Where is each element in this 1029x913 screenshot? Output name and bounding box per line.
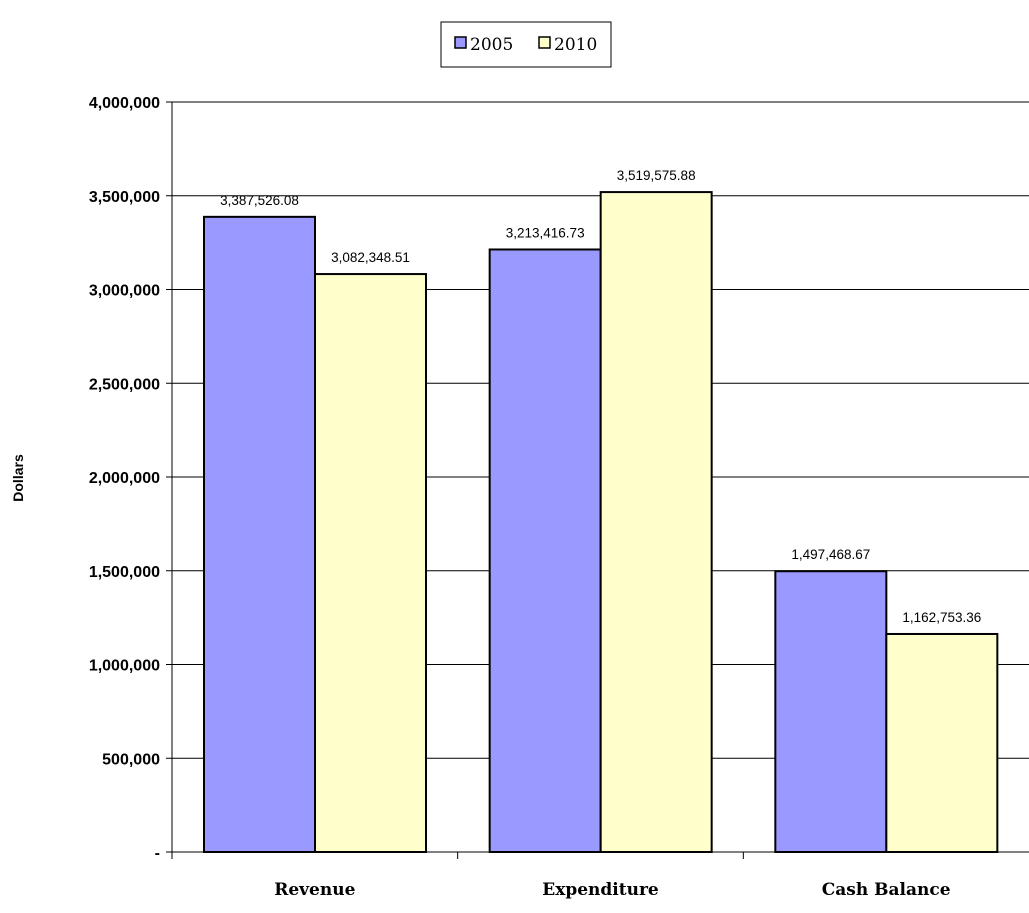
- axes: [166, 101, 1029, 859]
- y-tick-labels: - 500,000 1,000,000 1,500,000 2,000,000 2,500…: [89, 95, 160, 862]
- bar: [203, 215, 316, 853]
- x-tick-labels: Revenue Expenditure Cash Balance: [274, 880, 950, 900]
- y-tick-label: 1,500,000: [89, 564, 160, 581]
- legend-label: 2010: [554, 35, 597, 55]
- bars: [203, 191, 999, 854]
- bar: [885, 632, 999, 854]
- y-tick-label: 4,000,000: [89, 95, 160, 112]
- legend-box: [440, 21, 612, 68]
- bar: [774, 570, 888, 853]
- x-tick-label: Expenditure: [542, 880, 659, 900]
- data-label: 3,082,348.51: [331, 250, 410, 265]
- data-label: 3,213,416.73: [506, 225, 585, 240]
- x-tick-label: Revenue: [274, 880, 355, 900]
- legend-label: 2005: [470, 35, 513, 55]
- data-label: 1,497,468.67: [791, 547, 870, 562]
- data-label: 1,162,753.36: [902, 610, 981, 625]
- x-tick-label: Cash Balance: [822, 880, 951, 900]
- legend-swatch: [538, 36, 551, 49]
- y-tick-label: 3,500,000: [89, 189, 160, 206]
- legend-swatch: [454, 36, 467, 49]
- y-tick-label: -: [155, 845, 160, 862]
- y-tick-label: 1,000,000: [89, 658, 160, 675]
- data-labels: 3,387,526.08 3,082,348.51 3,213,416.73 3,51…: [220, 168, 981, 625]
- data-label: 3,519,575.88: [617, 168, 696, 183]
- data-label: 3,387,526.08: [220, 193, 299, 208]
- y-axis-title: Dollars: [10, 454, 26, 502]
- y-tick-label: 2,500,000: [89, 376, 160, 393]
- y-tick-label: 3,000,000: [89, 283, 160, 300]
- bar: [599, 191, 713, 853]
- legend: 2005 2010: [440, 21, 612, 68]
- bar: [488, 248, 602, 853]
- y-tick-label: 500,000: [102, 751, 160, 768]
- y-tick-label: 2,000,000: [89, 470, 160, 487]
- bar: [314, 273, 427, 854]
